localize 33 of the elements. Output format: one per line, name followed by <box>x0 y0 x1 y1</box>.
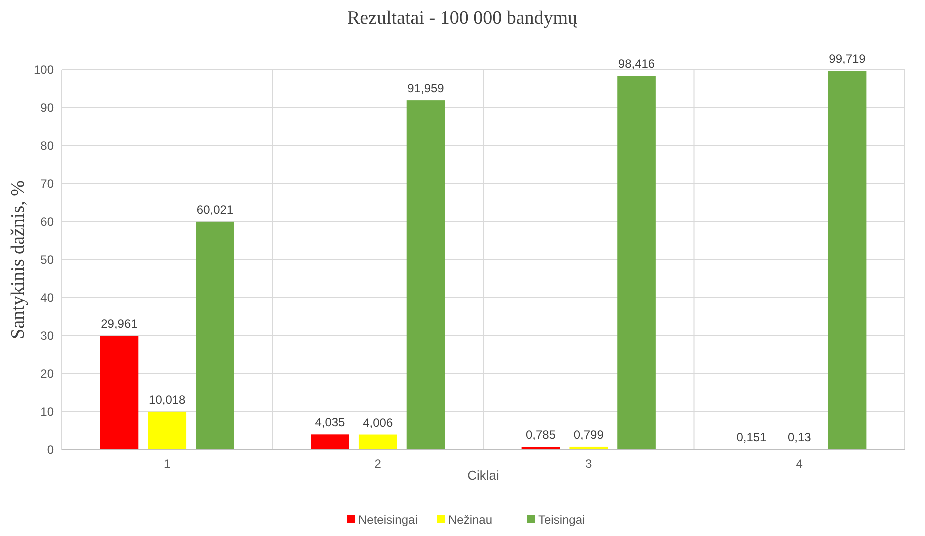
data-label: 60,021 <box>196 202 234 217</box>
y-tick-label: 30 <box>40 329 54 344</box>
legend-label: Teisingai <box>538 513 586 527</box>
data-label: 4,006 <box>363 416 394 430</box>
x-tick-label: 1 <box>164 457 172 471</box>
y-tick-label: 90 <box>40 101 54 116</box>
y-axis-title: Santykinis dažnis, % <box>8 180 29 340</box>
y-tick-label: 0 <box>47 443 54 458</box>
y-tick-label: 100 <box>34 63 54 78</box>
data-label: 99,719 <box>829 52 866 66</box>
x-tick-label: 3 <box>586 457 593 471</box>
y-tick-label: 60 <box>40 215 54 230</box>
y-tick-label: 20 <box>40 367 54 382</box>
data-label: 98,416 <box>618 57 656 72</box>
y-tick-label: 10 <box>40 405 54 420</box>
data-label: 0,13 <box>788 430 812 445</box>
data-label: 0,785 <box>526 428 556 442</box>
legend-label: Neteisingai <box>358 513 418 527</box>
data-label: 10,018 <box>149 392 186 407</box>
data-label: 4,035 <box>315 416 346 430</box>
data-label: 91,959 <box>408 82 445 96</box>
y-tick-label: 50 <box>40 253 54 268</box>
y-tick-label: 80 <box>40 139 54 154</box>
legend-label: Nežinau <box>448 513 493 527</box>
x-axis-title: Ciklai <box>468 468 500 483</box>
data-label: 29,961 <box>101 317 138 332</box>
y-tick-label: 70 <box>40 177 54 192</box>
data-label: 0,151 <box>736 430 768 444</box>
chart-title: Rezultatai - 100 000 bandymų <box>347 8 578 29</box>
x-tick-label: 2 <box>374 457 382 471</box>
data-label: 0,799 <box>574 428 604 442</box>
x-tick-label: 4 <box>796 457 804 471</box>
y-tick-label: 40 <box>40 291 54 306</box>
